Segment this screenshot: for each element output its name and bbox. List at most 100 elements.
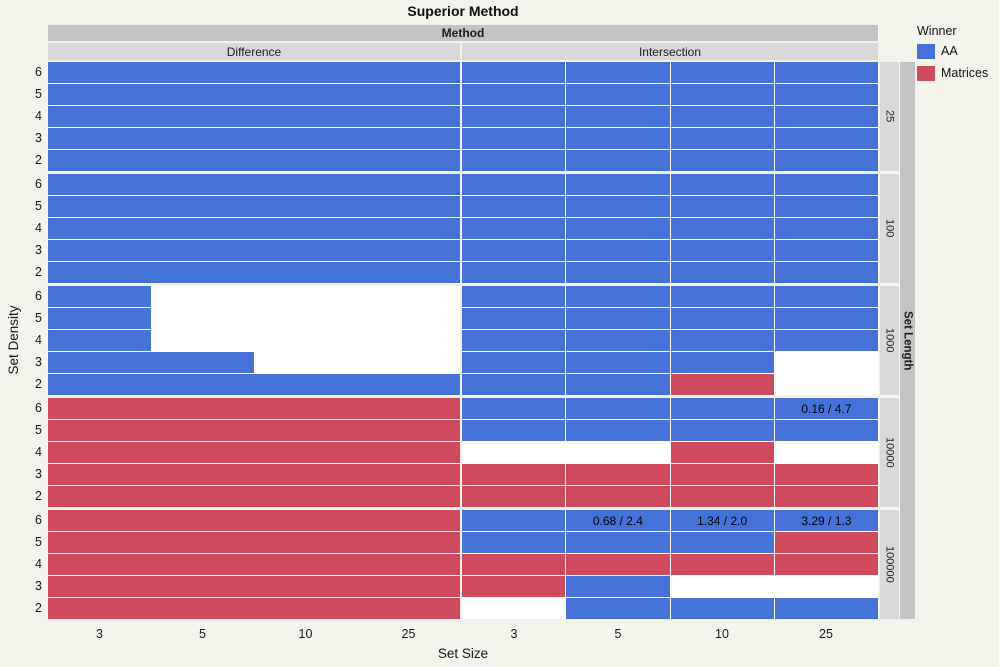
y-tick-label: 3 — [35, 579, 42, 593]
tile — [151, 84, 254, 105]
y-tick-label: 6 — [35, 289, 42, 303]
tile — [151, 62, 254, 83]
tile — [462, 262, 566, 283]
tile — [357, 196, 460, 217]
tile — [462, 174, 566, 195]
tile — [357, 262, 460, 283]
y-tick-label: 2 — [35, 489, 42, 503]
tile — [566, 442, 669, 463]
tile — [151, 174, 254, 195]
tile — [670, 286, 774, 307]
panel-intersection-1000 — [462, 286, 878, 395]
tile — [462, 420, 566, 441]
tile — [151, 286, 254, 307]
tile — [151, 218, 254, 239]
tile — [48, 510, 151, 531]
col-facet-title-strip: Method — [48, 25, 878, 41]
tile — [357, 240, 460, 261]
panel-intersection-100000: 0.68 / 2.4 1.34 / 2.0 3.29 / 1.3 — [462, 510, 878, 619]
tile — [48, 352, 151, 373]
legend-entry-matrices: Matrices — [917, 65, 988, 81]
tile — [566, 598, 670, 619]
tile — [774, 196, 878, 217]
tile — [48, 174, 151, 195]
tile — [774, 174, 878, 195]
y-tick-label: 2 — [35, 377, 42, 391]
tile — [254, 464, 357, 485]
tile — [357, 398, 460, 419]
tile — [48, 576, 151, 597]
tile — [462, 106, 566, 127]
tile — [254, 398, 357, 419]
tile — [670, 374, 774, 395]
tile — [774, 150, 878, 171]
tile — [151, 262, 254, 283]
tile — [566, 374, 670, 395]
tile — [670, 62, 774, 83]
tile — [48, 62, 151, 83]
tile — [151, 442, 254, 463]
tile — [151, 374, 254, 395]
tile — [566, 398, 670, 419]
tile — [462, 196, 566, 217]
col-facet-strip-difference: Difference — [48, 43, 460, 60]
tile — [462, 532, 566, 553]
tile — [357, 420, 460, 441]
tile — [566, 576, 670, 597]
tile — [462, 352, 566, 373]
tile — [670, 532, 774, 553]
tile — [566, 532, 670, 553]
tile — [357, 374, 460, 395]
tile — [48, 128, 151, 149]
tile — [774, 128, 878, 149]
legend-swatch-matrices — [917, 65, 935, 81]
tile — [357, 576, 460, 597]
tile — [151, 352, 254, 373]
tile — [48, 486, 151, 507]
tile — [462, 84, 566, 105]
tile — [254, 262, 357, 283]
tile — [774, 420, 878, 441]
tile — [774, 330, 878, 351]
tile — [462, 576, 566, 597]
tile — [357, 554, 460, 575]
tile — [357, 308, 460, 329]
tile — [670, 174, 774, 195]
tile — [254, 554, 357, 575]
tile — [357, 532, 460, 553]
tile — [566, 352, 670, 373]
tile — [566, 106, 670, 127]
tile — [462, 554, 566, 575]
tile — [48, 464, 151, 485]
tile — [357, 218, 460, 239]
x-tick-label: 25 — [819, 627, 833, 641]
tile — [48, 218, 151, 239]
x-tick-label: 10 — [298, 627, 313, 641]
tile — [566, 308, 670, 329]
tile — [357, 62, 460, 83]
y-tick-label: 4 — [35, 557, 42, 571]
y-tick-label: 2 — [35, 265, 42, 279]
tile — [48, 374, 151, 395]
tile — [462, 374, 566, 395]
tile — [670, 106, 774, 127]
tile — [254, 330, 357, 351]
tile — [566, 464, 670, 485]
tile — [566, 330, 670, 351]
y-tick-label: 4 — [35, 221, 42, 235]
tile-annotation: 3.29 / 1.3 — [774, 510, 878, 531]
tile — [254, 374, 357, 395]
tile — [357, 106, 460, 127]
tile — [151, 128, 254, 149]
x-tick-label: 25 — [401, 627, 416, 641]
tile — [357, 486, 460, 507]
tile — [254, 84, 357, 105]
tile — [254, 218, 357, 239]
tile — [254, 442, 357, 463]
tile — [566, 262, 670, 283]
tile — [151, 150, 254, 171]
tile — [357, 598, 460, 619]
chart-title: Superior Method — [407, 3, 519, 19]
tile — [357, 510, 460, 531]
tile — [151, 510, 254, 531]
